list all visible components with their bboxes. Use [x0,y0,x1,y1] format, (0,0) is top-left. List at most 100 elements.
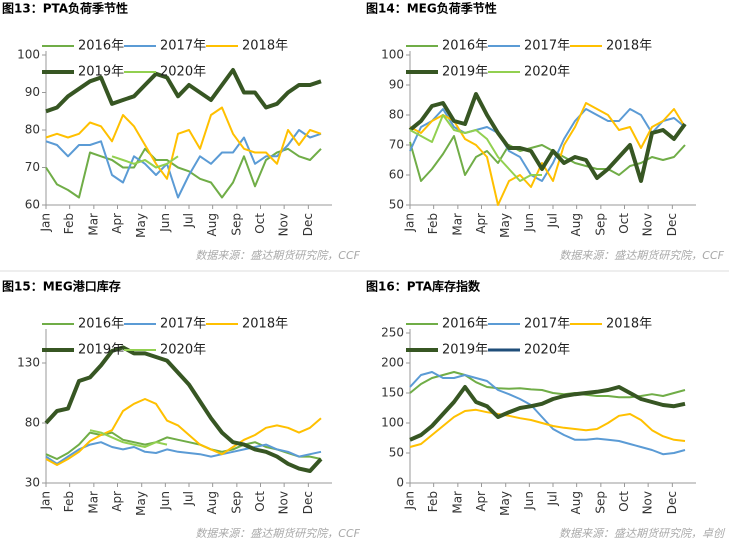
x-tick-label: Mar [86,491,100,514]
legend-label: 2020年 [524,65,570,80]
y-tick-label: 70 [389,138,404,152]
x-tick-label: Nov [641,491,655,514]
series-line [45,398,322,466]
y-tick-label: 80 [25,123,40,137]
legend-label: 2017年 [160,39,206,54]
x-tick-label: Apr [110,491,124,512]
legend-label: 2017年 [160,317,206,332]
x-tick-label: Jan [39,213,53,233]
y-tick-label: 90 [389,78,404,92]
x-tick-label: Dec [301,491,315,514]
legend-label: 2019年 [442,343,488,358]
x-tick-label: Nov [277,213,291,236]
series-line [408,92,687,183]
legend-label: 2017年 [524,317,570,332]
series-line [111,155,179,169]
x-tick-label: May [498,491,512,516]
legend-label: 2016年 [442,39,488,54]
x-tick-label: Apr [474,213,488,234]
x-tick-label: Sep [229,213,243,236]
x-tick-label: Aug [205,213,219,236]
x-tick-label: Jan [403,213,417,233]
chart-title: 图16：PTA库存指数 [366,279,481,294]
x-tick-label: May [134,213,148,238]
y-tick-label: 80 [389,108,404,122]
x-tick-label: Oct [253,213,267,234]
series-line [45,68,322,114]
x-tick-label: May [134,491,148,516]
x-tick-label: Dec [301,213,315,236]
y-tick-label: 150 [381,386,404,400]
series-line [409,385,686,442]
y-tick-label: 50 [389,198,404,212]
y-tick-label: 70 [25,160,40,174]
series-line [45,147,322,199]
y-tick-label: 100 [381,416,404,430]
legend-label: 2020年 [160,65,206,80]
source-note: 数据来源：盛达期货研究院，CCF [195,249,360,262]
series-line [409,102,686,206]
x-tick-label: Feb [62,491,76,512]
y-tick-label: 100 [381,48,404,62]
series-line [409,408,686,448]
series-line [45,106,322,180]
y-tick-label: 90 [25,85,40,99]
x-tick-label: Jan [39,491,53,511]
y-tick-label: 30 [25,476,40,490]
series-line [409,114,542,182]
x-tick-label: Aug [569,491,583,514]
chart-title: 图14：MEG负荷季节性 [366,1,497,16]
legend-label: 2018年 [242,39,288,54]
legend-label: 2020年 [160,343,206,358]
legend-label: 2016年 [78,317,124,332]
legend-label: 2017年 [524,39,570,54]
x-tick-label: Nov [641,213,655,236]
x-tick-label: Jun [522,491,536,511]
y-tick-label: 0 [396,476,404,490]
series-line [409,371,686,456]
x-tick-label: Oct [617,491,631,512]
x-tick-label: Mar [450,491,464,514]
series-line [44,345,323,473]
x-tick-label: Jun [158,213,172,233]
y-tick-label: 60 [389,168,404,182]
legend-label: 2018年 [606,317,652,332]
legend-label: 2018年 [242,317,288,332]
x-tick-label: Jul [546,491,560,506]
x-tick-label: Oct [253,491,267,512]
x-tick-label: Aug [205,491,219,514]
chart-title: 图13：PTA负荷季节性 [2,1,128,16]
source-note: 数据来源：盛达期货研究院，CCF [195,527,360,540]
x-tick-label: Jul [546,213,560,228]
x-tick-label: May [498,213,512,238]
x-tick-label: Jul [182,213,196,228]
x-tick-label: Sep [229,491,243,514]
series-line [409,135,686,182]
x-tick-label: Feb [426,491,440,512]
series-line [89,429,168,448]
series-line [45,441,322,465]
x-tick-label: Oct [617,213,631,234]
x-tick-label: Jun [158,491,172,511]
x-tick-label: Mar [86,213,100,236]
y-tick-label: 200 [381,356,404,370]
source-note: 数据来源：盛达期货研究院，CCF [559,249,724,262]
x-tick-label: Aug [569,213,583,236]
x-tick-label: Sep [593,213,607,236]
legend-label: 2020年 [524,343,570,358]
y-tick-label: 50 [389,446,404,460]
x-tick-label: Sep [593,491,607,514]
legend-label: 2019年 [78,65,124,80]
chart-title: 图15：MEG港口库存 [2,279,121,294]
series-line [45,129,322,199]
x-tick-label: Dec [665,491,679,514]
x-tick-label: Jan [403,491,417,511]
y-tick-label: 60 [25,198,40,212]
x-tick-label: Apr [110,213,124,234]
y-tick-label: 80 [25,416,40,430]
legend-label: 2019年 [78,343,124,358]
legend-label: 2016年 [442,317,488,332]
y-tick-label: 250 [381,326,404,340]
x-tick-label: Apr [474,491,488,512]
